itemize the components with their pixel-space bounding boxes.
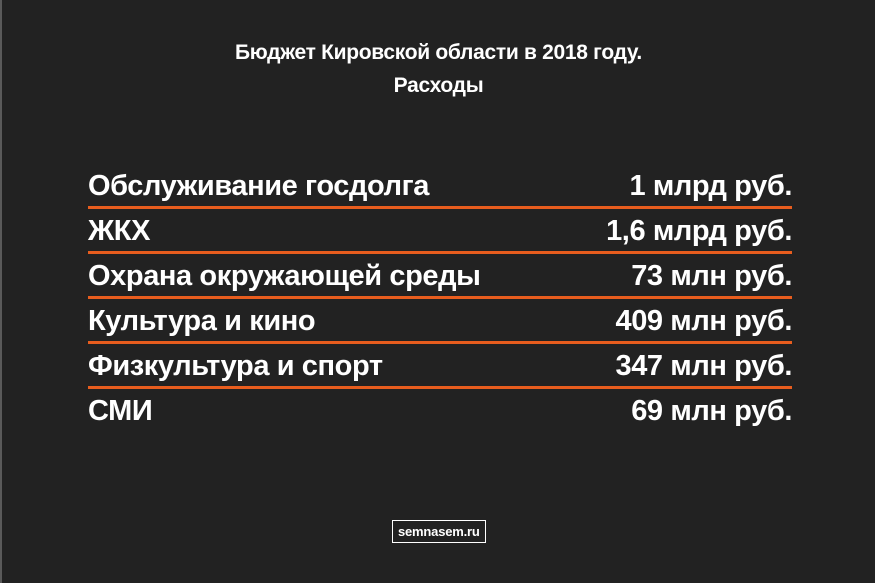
expense-label: Культура и кино: [88, 305, 316, 337]
expense-list: Обслуживание госдолга 1 млрд руб. ЖКХ 1,…: [88, 164, 792, 434]
expense-row-environment: Охрана окружающей среды 73 млн руб.: [88, 254, 792, 299]
expense-row-housing: ЖКХ 1,6 млрд руб.: [88, 209, 792, 254]
expense-label: СМИ: [88, 395, 153, 427]
expense-value: 347 млн руб.: [615, 350, 792, 382]
row-divider: [88, 296, 792, 299]
expense-value: 73 млн руб.: [631, 260, 792, 292]
expense-label: Охрана окружающей среды: [88, 260, 481, 292]
row-divider: [88, 341, 792, 344]
expense-value: 1,6 млрд руб.: [606, 215, 792, 247]
expense-value: 69 млн руб.: [631, 395, 792, 427]
expense-label: Обслуживание госдолга: [88, 170, 430, 202]
row-divider: [88, 206, 792, 209]
title-line-1: Бюджет Кировской области в 2018 году.: [235, 41, 642, 64]
expense-row-culture: Культура и кино 409 млн руб.: [88, 299, 792, 344]
source-badge: semnasem.ru: [392, 520, 486, 543]
expense-row-sport: Физкультура и спорт 347 млн руб.: [88, 344, 792, 389]
expense-row-debt: Обслуживание госдолга 1 млрд руб.: [88, 164, 792, 209]
page-title: Бюджет Кировской области в 2018 году. Ра…: [2, 36, 875, 102]
expense-value: 409 млн руб.: [615, 305, 792, 337]
expense-row-media: СМИ 69 млн руб.: [88, 389, 792, 434]
expense-value: 1 млрд руб.: [629, 170, 792, 202]
expense-label: ЖКХ: [88, 215, 151, 247]
title-line-2: Расходы: [393, 74, 484, 97]
row-divider: [88, 251, 792, 254]
expense-label: Физкультура и спорт: [88, 350, 383, 382]
row-divider: [88, 386, 792, 389]
